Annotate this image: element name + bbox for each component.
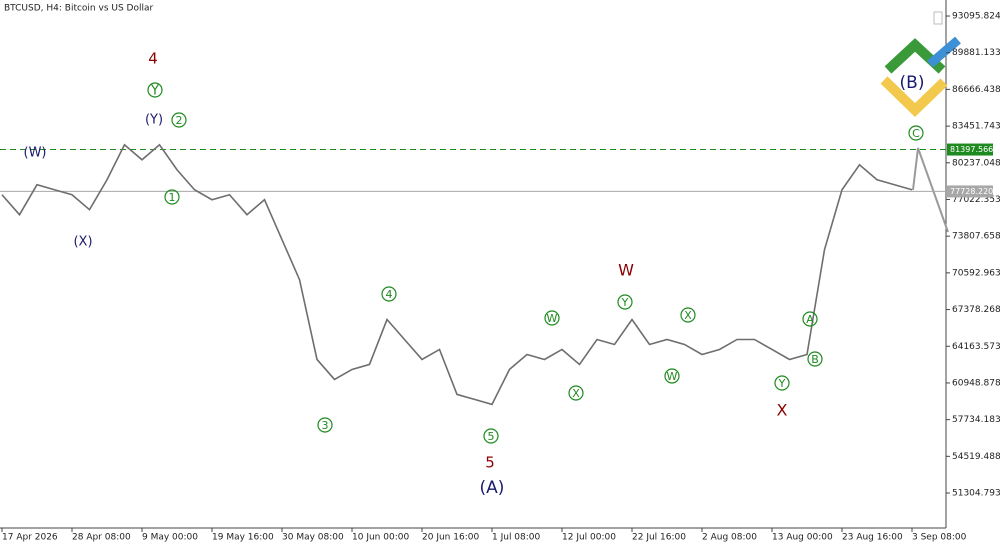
wave-label: (A) — [480, 478, 505, 498]
wave-label: (W) — [24, 146, 47, 161]
wave-circle — [317, 417, 333, 433]
x-tick-label: 19 May 16:00 — [212, 533, 274, 543]
x-tick-label: 28 Apr 08:00 — [72, 533, 131, 543]
x-tick-label: 3 Sep 08:00 — [912, 533, 967, 543]
x-tick-label: 20 Jun 16:00 — [422, 533, 479, 543]
wave-label: Y — [778, 377, 786, 390]
wave-label: W — [618, 261, 634, 280]
logo-blue — [927, 36, 961, 68]
x-tick-label: 13 Aug 00:00 — [772, 533, 833, 543]
wave-circle — [544, 310, 560, 326]
wave-label: 5 — [488, 430, 495, 443]
level-tag — [947, 185, 993, 198]
y-tick-label: 83451.743 — [952, 122, 1000, 132]
wave-label: W — [667, 370, 678, 383]
wave-label: B — [811, 353, 819, 366]
projection-arrow — [912, 147, 949, 233]
x-tick-label: 22 Jul 16:00 — [632, 533, 686, 543]
wave-label: 5 — [485, 454, 495, 472]
wave-label: 3 — [322, 419, 329, 432]
wave-label: 2 — [176, 114, 183, 127]
wave-circle — [568, 385, 584, 401]
y-tick-label: 67378.268 — [952, 305, 1000, 315]
wave-label: 1 — [169, 191, 176, 204]
logo — [880, 36, 961, 117]
wave-label: C — [912, 127, 920, 140]
y-tick-label: 64163.573 — [952, 342, 1000, 352]
wave-circle — [802, 311, 818, 327]
wave-label: W — [547, 312, 558, 325]
wave-label: Y — [621, 296, 629, 309]
x-tick-label: 17 Apr 2026 — [2, 533, 58, 543]
wave-label: 4 — [386, 288, 393, 301]
y-tick-label: 77022.353 — [952, 195, 1000, 205]
wave-label: 4 — [148, 50, 158, 68]
y-tick-label: 73807.658 — [952, 232, 1000, 242]
wave-circle — [680, 307, 696, 323]
y-tick-label: 51304.793 — [952, 489, 1000, 499]
chart-title: BTCUSD, H4: Bitcoin vs US Dollar — [4, 4, 153, 14]
scroll-icon[interactable] — [933, 11, 943, 25]
wave-circle — [807, 351, 823, 367]
y-tick-label: 80237.048 — [952, 158, 1000, 168]
wave-circle — [171, 112, 187, 128]
x-tick-label: 12 Jul 00:00 — [562, 533, 616, 543]
wave-label: A — [806, 313, 814, 326]
wave-label: X — [684, 309, 692, 322]
x-tick-label: 2 Aug 08:00 — [702, 533, 757, 543]
x-tick-label: 10 Jun 00:00 — [352, 533, 409, 543]
wave-circle — [617, 294, 633, 310]
wave-circle — [164, 189, 180, 205]
x-tick-label: 30 May 08:00 — [282, 533, 344, 543]
wave-circle — [483, 428, 499, 444]
price-line — [1, 143, 913, 406]
y-tick-label: 54519.488 — [952, 452, 1000, 462]
wave-label: (B) — [900, 73, 925, 93]
y-tick-label: 57734.183 — [952, 415, 1000, 425]
wave-circle — [908, 125, 924, 141]
x-tick-label: 23 Aug 16:00 — [842, 533, 903, 543]
logo-yellow — [880, 76, 948, 117]
wave-label: (Y) — [145, 113, 163, 128]
wave-label: X — [572, 387, 580, 400]
wave-circle — [381, 286, 397, 302]
level-label: 77728.220 — [950, 187, 993, 196]
x-tick-label: 9 May 00:00 — [142, 533, 198, 543]
y-tick-label: 60948.878 — [952, 378, 1000, 388]
wave-label: Y — [150, 84, 159, 99]
wave-circle — [774, 375, 790, 391]
y-tick-label: 93095.824 — [952, 12, 1000, 22]
x-tick-label: 1 Jul 08:00 — [492, 533, 541, 543]
level-label: 81397.566 — [950, 145, 993, 154]
wave-circle — [147, 82, 163, 98]
wave-label: X — [777, 401, 788, 420]
y-tick-label: 70592.963 — [952, 268, 1000, 278]
y-tick-label: 86666.438 — [952, 85, 1000, 95]
wave-label: (X) — [73, 235, 92, 250]
wave-circle — [664, 368, 680, 384]
y-tick-label: 89881.133 — [952, 48, 1000, 58]
level-tag — [947, 143, 993, 156]
